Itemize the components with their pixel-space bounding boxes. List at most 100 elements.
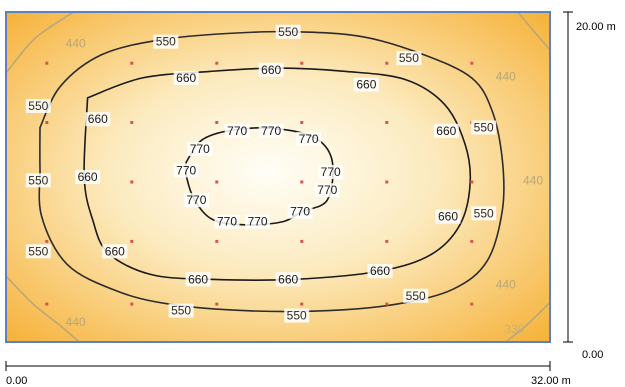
isoline-label-550: 550	[406, 289, 426, 303]
y-axis-min-label: 0.00	[582, 349, 603, 361]
isoline-label-550: 550	[287, 309, 307, 323]
measurement-point-0-3	[300, 302, 304, 306]
measurement-point-2-4	[385, 180, 389, 184]
isoline-label-660: 660	[356, 78, 376, 92]
measurement-point-3-3	[300, 121, 304, 124]
isoline-label-bg-19	[367, 264, 393, 279]
isoline-label-bg-31	[168, 303, 194, 318]
isoline-440-4	[5, 275, 80, 343]
isoline-label-660: 660	[188, 272, 208, 286]
measurement-point-1-2	[215, 239, 219, 243]
isoline-label-bg-23	[275, 24, 301, 39]
isoline-440-5	[516, 11, 551, 51]
isoline-label-660: 660	[261, 63, 281, 77]
isoline-label-660: 660	[438, 210, 458, 224]
isoline-label-bg-7	[183, 193, 209, 208]
measurement-point-0-4	[385, 302, 389, 306]
measurement-point-4-4	[385, 61, 389, 65]
isoline-label-bg-27	[25, 173, 51, 188]
isoline-label-bg-12	[258, 62, 284, 77]
measurement-point-0-1	[130, 302, 134, 306]
isoline-label-bg-32	[284, 308, 310, 323]
isoline-label-550: 550	[474, 206, 494, 220]
x-axis-max-label: 32.00 m	[531, 375, 571, 387]
isoline-label-bg-5	[173, 163, 199, 178]
isoline-label-bg-30	[403, 288, 429, 303]
measurement-point-1-0	[45, 239, 49, 243]
isoline-label-660: 660	[88, 112, 108, 126]
isoline-label-770: 770	[299, 132, 319, 146]
y-axis: 20.00 m 0.00	[563, 11, 616, 361]
isoline-label-660: 660	[370, 264, 390, 278]
isoline-label-bg-8	[287, 204, 313, 219]
isoline-label-bg-17	[435, 209, 461, 224]
measurement-points	[45, 61, 474, 306]
measurement-point-0-0	[45, 302, 49, 306]
isoline-label-550: 550	[399, 51, 419, 65]
isoline-label-550: 550	[474, 121, 494, 135]
isoline-label-bg-6	[314, 183, 340, 198]
measurement-point-2-5	[470, 180, 474, 184]
isoline-label-550: 550	[171, 304, 191, 318]
measurement-point-3-1	[130, 121, 134, 124]
isoline-label-bg-3	[296, 132, 322, 147]
isoline-label-440: 440	[66, 36, 86, 50]
isoline-label-bg-14	[85, 112, 111, 127]
x-axis: 0.00 32.00 m	[5, 361, 571, 387]
isoline-label-770: 770	[186, 193, 206, 207]
isoline-label-770: 770	[261, 124, 281, 138]
isoline-label-440: 440	[496, 277, 516, 291]
measurement-point-3-0	[45, 121, 49, 124]
isoline-label-660: 660	[78, 170, 98, 184]
isoline-label-330: 330	[504, 322, 524, 336]
isoline-label-660: 660	[105, 244, 125, 258]
isoline-label-440: 440	[523, 173, 543, 187]
isoline-label-770: 770	[290, 205, 310, 219]
isoline-label-bg-9	[214, 214, 240, 229]
isoline-label-bg-18	[102, 244, 128, 259]
isoline-label-bg-15	[433, 123, 459, 138]
isoline-label-bg-13	[353, 77, 379, 92]
isoline-label-770: 770	[176, 163, 196, 177]
isoline-label-bg-0	[187, 142, 213, 156]
isoline-label-bg-22	[153, 34, 179, 49]
measurement-point-0-2	[215, 302, 219, 306]
measurement-point-1-1	[130, 239, 134, 243]
isoline-label-550: 550	[28, 173, 48, 187]
measurement-point-4-5	[470, 61, 474, 65]
isoline-440-6	[505, 301, 551, 343]
measurement-point-1-5	[470, 239, 474, 243]
isoline-label-bg-26	[471, 120, 497, 135]
measurement-point-1-3	[300, 239, 304, 243]
isoline-label-550: 550	[156, 35, 176, 49]
measurement-point-2-3	[300, 180, 304, 184]
isoline-label-550: 550	[28, 99, 48, 113]
isoline-label-bg-20	[185, 272, 211, 287]
isoline-label-bg-29	[25, 244, 51, 259]
isoline-label-770: 770	[190, 142, 210, 156]
isoline-label-660: 660	[278, 272, 298, 286]
isoline-label-660: 660	[436, 124, 456, 138]
isoline-label-770: 770	[321, 165, 341, 179]
isoline-label-bg-28	[471, 206, 497, 221]
isoline-label-bg-2	[258, 123, 284, 138]
measurement-point-1-4	[385, 239, 389, 243]
measurement-point-2-2	[215, 180, 219, 184]
y-axis-max-label: 20.00 m	[576, 21, 616, 33]
isoline-label-bg-16	[75, 170, 101, 184]
isoline-label-770: 770	[248, 215, 268, 229]
x-axis-min-label: 0.00	[6, 375, 27, 387]
plot-frame	[5, 11, 551, 343]
isoline-label-bg-25	[25, 99, 51, 113]
isoline-label-440: 440	[496, 69, 516, 83]
isoline-label-770: 770	[317, 183, 337, 197]
isoline-label-bg-10	[245, 214, 271, 229]
measurement-point-4-0	[45, 61, 49, 65]
isoline-label-770: 770	[217, 215, 237, 229]
measurement-point-3-4	[385, 121, 389, 124]
isoline-labels: 770 770 770 770 770 770 770 770 770 770 770 660 660 6…	[25, 24, 543, 336]
measurement-point-4-3	[300, 61, 304, 65]
measurement-point-4-2	[215, 61, 219, 65]
isoline-label-bg-4	[318, 165, 344, 179]
